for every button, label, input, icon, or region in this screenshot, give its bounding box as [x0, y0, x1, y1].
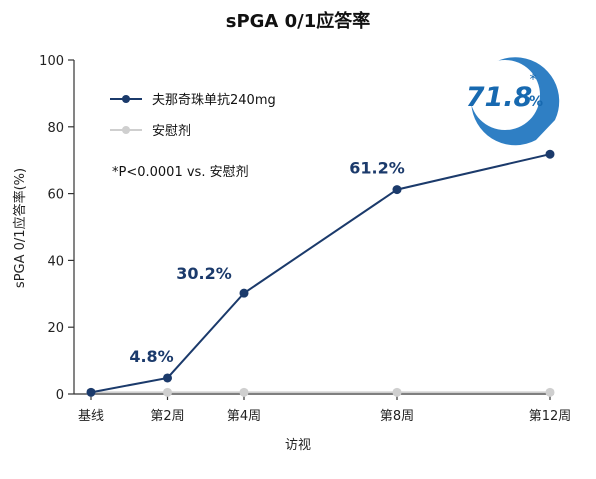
y-tick-label: 0 [56, 388, 64, 403]
y-tick-label: 20 [47, 321, 64, 336]
x-tick-label: 第12周 [529, 409, 572, 424]
legend-marker-placebo [122, 126, 130, 134]
placebo-point [545, 387, 555, 397]
treatment-point [163, 373, 172, 383]
legend-item-placebo: 安慰剂 [110, 124, 191, 139]
treatment-point [86, 387, 96, 397]
chart-title: sPGA 0/1应答率 [226, 10, 371, 32]
x-axis-label: 访视 [285, 438, 311, 453]
legend-label-treatment: 夫那奇珠单抗240mg [152, 92, 276, 108]
badge-unit: % [529, 94, 543, 110]
y-tick-label: 100 [39, 54, 64, 69]
data-label: 4.8% [129, 347, 173, 366]
y-tick-label: 40 [47, 254, 64, 269]
treatment-point [392, 185, 402, 195]
treatment-point [545, 149, 555, 159]
treatment-point [239, 288, 249, 298]
badge-asterisk: * [530, 72, 537, 88]
x-ticks: 基线 第2周 第4周 第8周 第12周 [78, 394, 571, 424]
y-tick-label: 80 [47, 121, 64, 136]
result-badge: 71.8 % * [466, 57, 560, 146]
data-labels: 4.8% 30.2% 61.2% [129, 159, 404, 366]
y-ticks: 0 20 40 60 80 100 [39, 54, 74, 403]
series-placebo [86, 387, 555, 397]
x-tick-label: 第8周 [380, 409, 414, 424]
badge-inner-circle [470, 60, 540, 130]
data-label: 30.2% [176, 264, 232, 283]
placebo-point [239, 387, 249, 397]
legend-item-treatment: 夫那奇珠单抗240mg [110, 92, 276, 108]
placebo-point [392, 387, 402, 397]
axes [73, 60, 554, 395]
x-tick-label: 第2周 [150, 409, 184, 424]
legend-label-placebo: 安慰剂 [152, 124, 191, 139]
badge-value: 71.8 [466, 82, 533, 113]
legend: 夫那奇珠单抗240mg 安慰剂 [110, 92, 276, 139]
y-tick-label: 60 [47, 188, 64, 203]
y-axis-label: sPGA 0/1应答率(%) [12, 168, 28, 288]
x-tick-label: 第4周 [227, 409, 261, 424]
legend-marker-treatment [122, 95, 130, 103]
placebo-point [163, 387, 172, 397]
x-tick-label: 基线 [78, 409, 104, 424]
significance-note: *P<0.0001 vs. 安慰剂 [112, 165, 249, 180]
data-label: 61.2% [349, 159, 405, 178]
series-treatment [86, 149, 555, 397]
